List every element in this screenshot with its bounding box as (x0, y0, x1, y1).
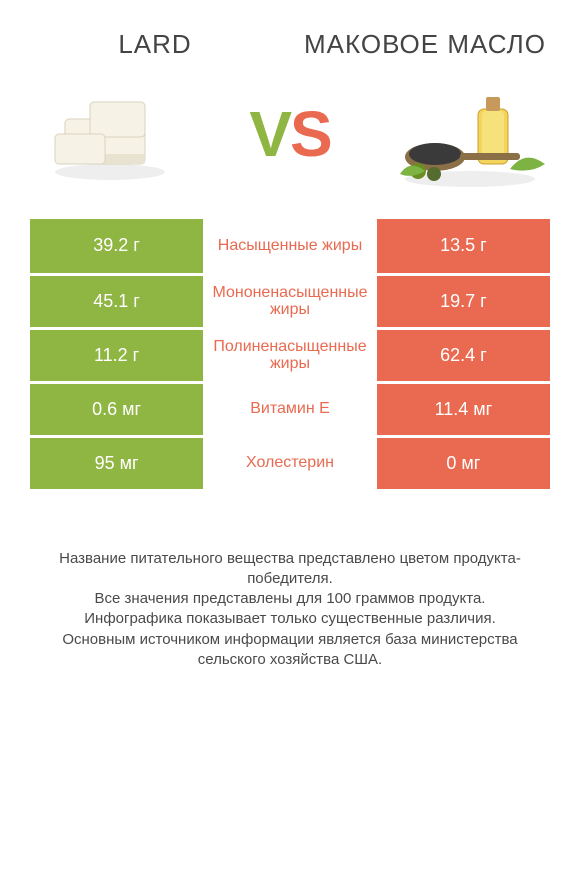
nutrient-label: Холестерин (203, 438, 377, 489)
nutrient-label: Мононенасыщенные жиры (203, 276, 377, 327)
nutrient-label: Витамин E (203, 384, 377, 435)
table-row: 0.6 мг Витамин E 11.4 мг (30, 381, 550, 435)
table-row: 39.2 г Насыщенные жиры 13.5 г (30, 219, 550, 273)
table-row: 11.2 г Полиненасыщенные жиры 62.4 г (30, 327, 550, 381)
vs-s: S (290, 98, 331, 170)
right-value: 19.7 г (377, 276, 550, 327)
header: LARD МАКОВОЕ МАСЛО (0, 0, 580, 69)
right-product-title: МАКОВОЕ МАСЛО (304, 30, 547, 59)
footer-line: Основным источником информации является … (30, 630, 550, 671)
left-value: 95 мг (30, 438, 203, 489)
images-row: VS (0, 69, 580, 219)
right-value: 62.4 г (377, 330, 550, 381)
footer-notes: Название питательного вещества представл… (0, 489, 580, 671)
right-value: 11.4 мг (377, 384, 550, 435)
left-product-image (30, 79, 190, 189)
lard-icon (35, 84, 185, 184)
footer-line: Название питательного вещества представл… (30, 549, 550, 590)
left-value: 39.2 г (30, 219, 203, 273)
right-product-image (390, 79, 550, 189)
left-value: 11.2 г (30, 330, 203, 381)
right-value: 0 мг (377, 438, 550, 489)
left-value: 45.1 г (30, 276, 203, 327)
right-value: 13.5 г (377, 219, 550, 273)
vs-v: V (249, 98, 290, 170)
nutrient-label: Насыщенные жиры (203, 219, 377, 273)
footer-line: Инфографика показывает только существенн… (30, 609, 550, 629)
left-product-title: LARD (34, 30, 277, 59)
footer-line: Все значения представлены для 100 граммо… (30, 589, 550, 609)
table-row: 95 мг Холестерин 0 мг (30, 435, 550, 489)
left-value: 0.6 мг (30, 384, 203, 435)
poppy-oil-icon (390, 79, 550, 189)
table-row: 45.1 г Мононенасыщенные жиры 19.7 г (30, 273, 550, 327)
vs-label: VS (249, 97, 330, 171)
nutrient-label: Полиненасыщенные жиры (203, 330, 377, 381)
comparison-table: 39.2 г Насыщенные жиры 13.5 г 45.1 г Мон… (0, 219, 580, 489)
